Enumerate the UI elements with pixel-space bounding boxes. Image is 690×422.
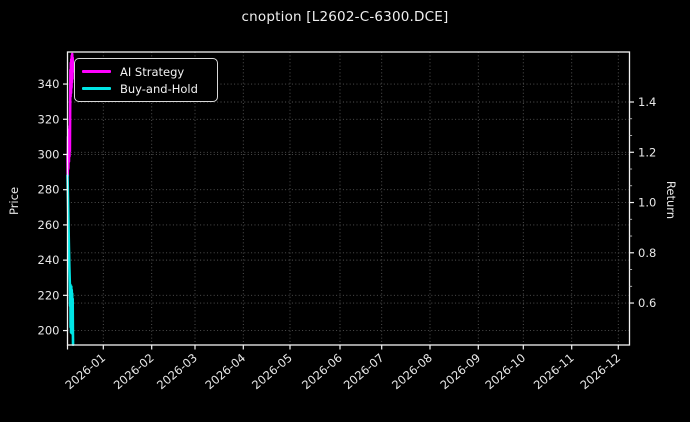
chart-title: cnoption [L2602-C-6300.DCE] [241, 9, 449, 25]
legend-line-swatch-magenta [82, 69, 111, 74]
legend-label: AI Strategy [120, 64, 185, 79]
price-tick-label: 220 [38, 288, 60, 302]
series-line-buy-and-hold [66, 174, 75, 346]
return-tick-label: 1.0 [638, 196, 656, 210]
right-axis-title: Return [664, 180, 678, 220]
return-tick-label: 1.2 [638, 145, 656, 159]
legend-item-buy-and-hold: Buy-and-Hold [82, 80, 209, 97]
return-tick-label: 0.6 [638, 296, 656, 310]
price-tick-label: 300 [38, 147, 60, 161]
price-tick-label: 320 [38, 112, 60, 126]
return-tick-label: 0.8 [638, 246, 656, 260]
plot-border [66, 51, 631, 346]
legend-item-ai-strategy: AI Strategy [82, 63, 209, 80]
price-tick-label: 240 [38, 253, 60, 267]
price-tick-label: 260 [38, 218, 60, 232]
price-tick-label: 280 [38, 183, 60, 197]
price-tick-label: 200 [38, 324, 60, 338]
series-line-ai-strategy [66, 52, 75, 177]
left-axis-title: Price [7, 186, 21, 216]
legend-box: AI Strategy Buy-and-Hold [74, 58, 218, 102]
price-tick-label: 340 [38, 77, 60, 91]
legend-label: Buy-and-Hold [120, 81, 198, 96]
return-tick-label: 1.4 [638, 95, 656, 109]
legend-line-swatch-cyan [82, 86, 111, 91]
